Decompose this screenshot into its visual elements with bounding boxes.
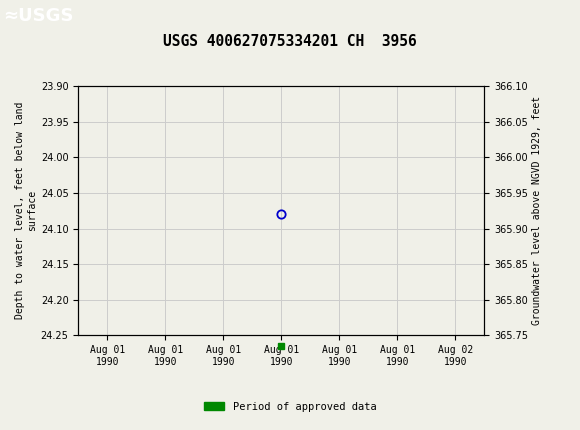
Text: USGS 400627075334201 CH  3956: USGS 400627075334201 CH 3956 [163, 34, 417, 49]
Y-axis label: Groundwater level above NGVD 1929, feet: Groundwater level above NGVD 1929, feet [532, 96, 542, 325]
Text: ≈USGS: ≈USGS [3, 7, 74, 25]
Legend: Period of approved data: Period of approved data [200, 398, 380, 416]
Y-axis label: Depth to water level, feet below land
surface: Depth to water level, feet below land su… [15, 102, 37, 319]
